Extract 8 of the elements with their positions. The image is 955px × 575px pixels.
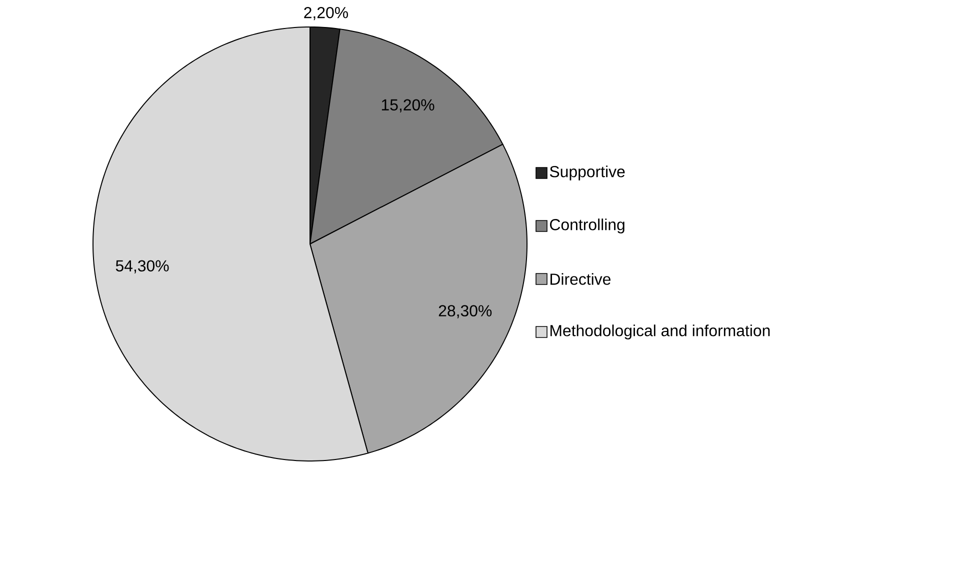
- data-label: 2,20%: [304, 6, 348, 20]
- legend-label: Directive: [550, 273, 610, 285]
- data-label: 54,30%: [116, 260, 169, 274]
- legend-label: Controlling: [550, 218, 624, 234]
- legend-label: Methodological and information: [550, 324, 770, 340]
- data-label: 28,30%: [438, 305, 492, 318]
- legend-label: Supportive: [550, 166, 625, 180]
- data-label: 15,20%: [382, 99, 434, 112]
